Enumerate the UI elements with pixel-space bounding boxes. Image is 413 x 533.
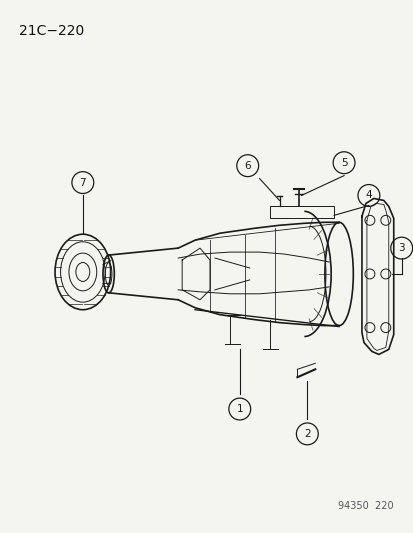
Text: 6: 6 <box>244 160 250 171</box>
Text: 5: 5 <box>340 158 347 168</box>
Text: 21C−220: 21C−220 <box>19 23 84 38</box>
Text: 4: 4 <box>365 190 371 200</box>
Text: 2: 2 <box>303 429 310 439</box>
Text: 1: 1 <box>236 404 242 414</box>
Text: 3: 3 <box>397 243 404 253</box>
Text: 7: 7 <box>79 177 86 188</box>
Text: 94350  220: 94350 220 <box>337 502 393 511</box>
Bar <box>269 206 333 219</box>
